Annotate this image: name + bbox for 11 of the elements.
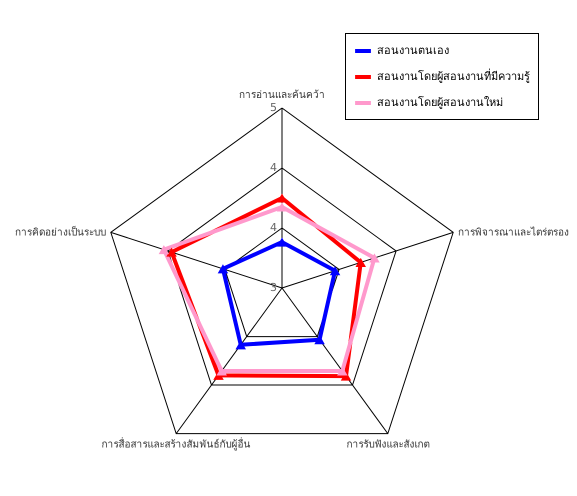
legend-label: สอนงานโดยผู้สอนงานใหม่ xyxy=(377,95,503,109)
y-tick-label: 5 xyxy=(270,101,277,114)
legend-label: สอนงานตนเอง xyxy=(377,44,449,57)
spoke-label: การสื่อสารและสร้างสัมพันธ์กับผู้อื่น xyxy=(102,436,251,451)
spoke-label: การพิจารณาและไตร่ตรอง xyxy=(458,226,570,238)
spoke-label: การอ่านและค้นคว้า xyxy=(239,89,325,101)
spoke-label: การรับฟังและสังเกต xyxy=(346,440,430,451)
y-tick-label: 4 xyxy=(270,220,277,234)
legend-label: สอนงานโดยผู้สอนงานที่มีความรู้ xyxy=(377,68,530,83)
spoke-label: การคิดอย่างเป็นระบบ xyxy=(14,224,106,238)
y-tick-label: 4 xyxy=(270,161,277,174)
